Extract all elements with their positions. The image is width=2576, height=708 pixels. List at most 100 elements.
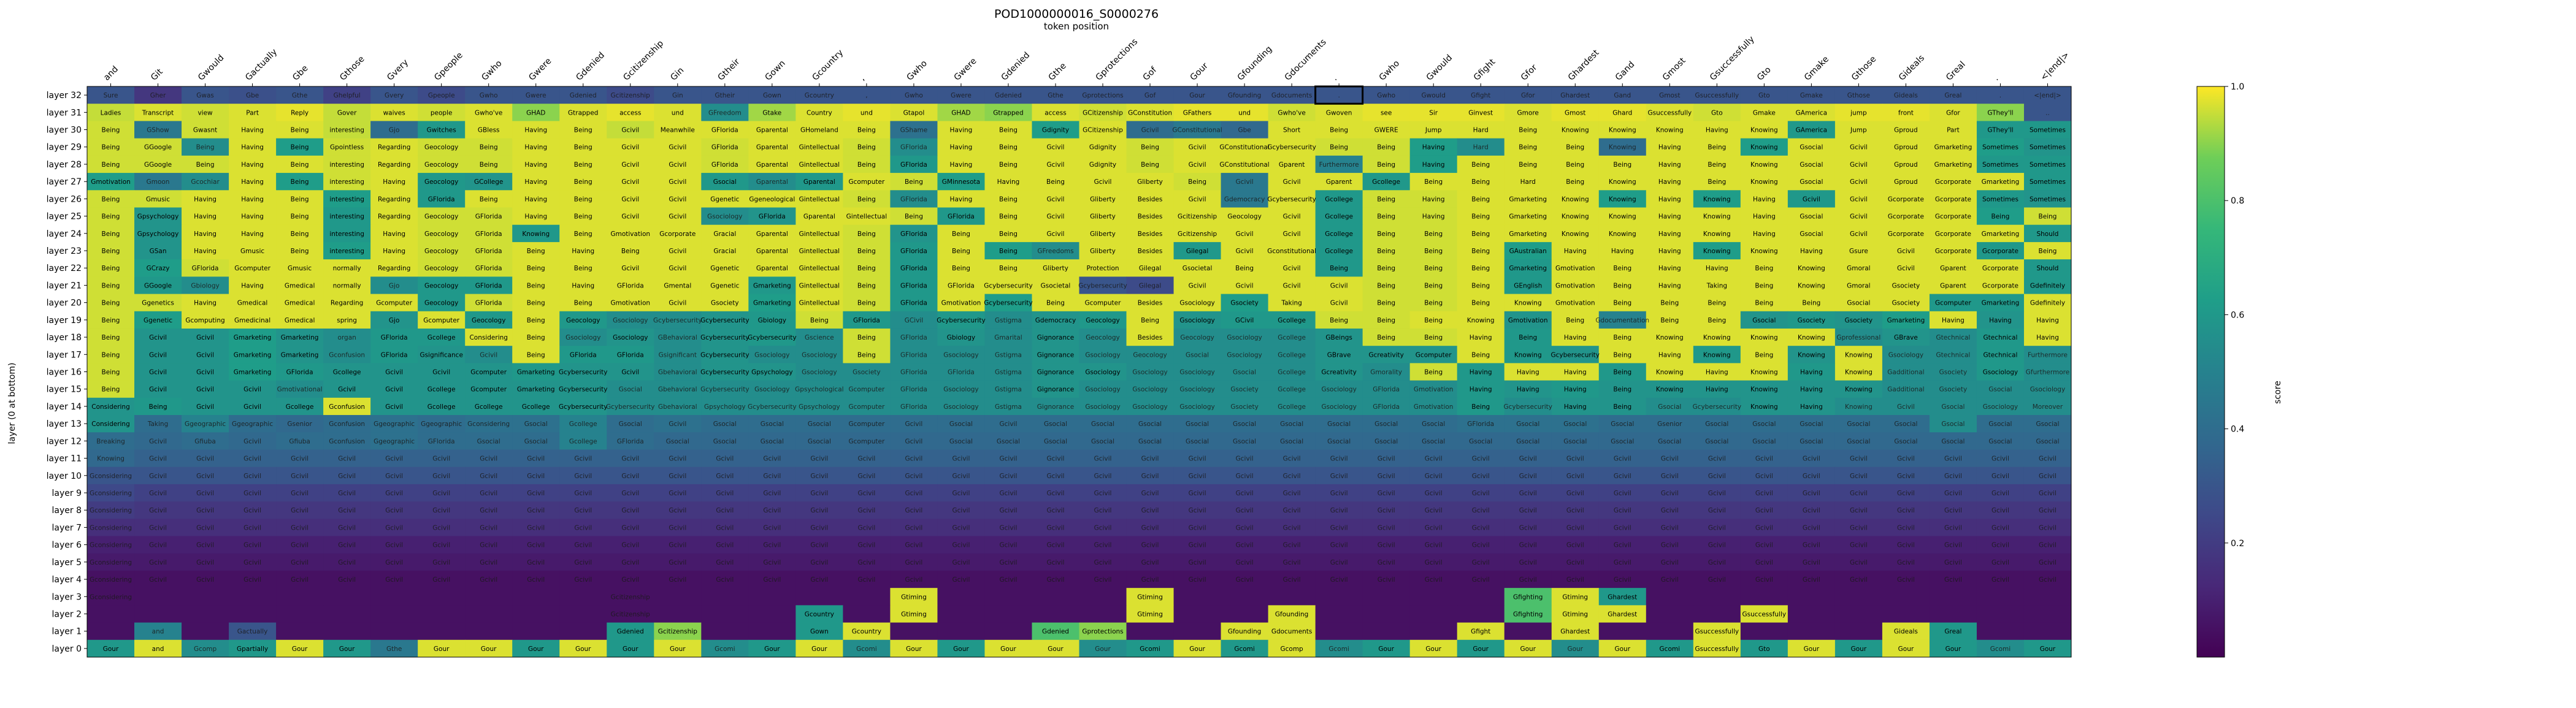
heatmap-cell-label: Gcollege bbox=[1278, 351, 1306, 359]
heatmap-cell-label: Gcivil bbox=[669, 455, 686, 463]
heatmap-cell-label: Ginvest bbox=[1468, 109, 1493, 116]
heatmap-cell bbox=[182, 276, 229, 295]
heatmap-cell-label: Being bbox=[1424, 334, 1443, 341]
heatmap-cell-label: Gcivil bbox=[1425, 473, 1443, 480]
heatmap-cell-label: Gsocial bbox=[2036, 421, 2059, 428]
heatmap-cell bbox=[1834, 138, 1883, 156]
heatmap-cell bbox=[1362, 605, 1411, 623]
heatmap-cell bbox=[795, 121, 843, 139]
heatmap-cell-label: Gcivil bbox=[1472, 542, 1490, 549]
heatmap-cell-label: Gcybersecurity bbox=[700, 334, 749, 341]
heatmap-cell-label: Knowing bbox=[1703, 334, 1731, 341]
heatmap-cell-label: Gcountry bbox=[852, 628, 881, 636]
heatmap-cell bbox=[323, 605, 371, 623]
heatmap-cell bbox=[1504, 104, 1552, 121]
heatmap-cell-label: GFlorida bbox=[475, 213, 502, 221]
heatmap-cell-label: Knowing bbox=[1562, 230, 1589, 238]
heatmap-cell-label: Gsociology bbox=[1085, 351, 1120, 359]
heatmap-cell bbox=[370, 259, 418, 277]
heatmap-cell bbox=[984, 138, 1032, 156]
heatmap-cell bbox=[1315, 588, 1363, 606]
heatmap-cell-label: Knowing bbox=[1514, 300, 1542, 307]
heatmap-cell-label: Gour bbox=[670, 645, 686, 653]
heatmap-cell-label: Gcivil bbox=[196, 490, 214, 497]
heatmap-cell bbox=[2023, 605, 2072, 623]
heatmap-cell bbox=[276, 138, 324, 156]
x-tick-label: Gown bbox=[763, 58, 787, 82]
heatmap-cell-label: Gcivil bbox=[1425, 542, 1443, 549]
heatmap-cell bbox=[701, 155, 749, 173]
heatmap-cell-label: Gcollege bbox=[1278, 334, 1306, 341]
heatmap-cell-label: Gsociology bbox=[943, 351, 978, 359]
heatmap-cell-label: Gcivil bbox=[1141, 576, 1159, 584]
heatmap-cell-label: GFlorida bbox=[948, 213, 975, 221]
heatmap-cell bbox=[984, 104, 1032, 121]
heatmap-cell-label: Having bbox=[1422, 196, 1445, 203]
heatmap-cell-label: Gcivil bbox=[669, 178, 686, 186]
heatmap-cell-label: Gcivil bbox=[243, 438, 261, 445]
heatmap-cell-label: Gsocial bbox=[1705, 438, 1728, 445]
heatmap-cell bbox=[1693, 242, 1741, 260]
heatmap-cell bbox=[323, 190, 371, 208]
heatmap-cell bbox=[795, 311, 843, 329]
heatmap-cell-label: Gadditional bbox=[1887, 386, 1924, 394]
heatmap-cell-label: Gcivil bbox=[1094, 524, 1112, 531]
heatmap-cell-label: Gcivil bbox=[621, 369, 639, 376]
heatmap-cell bbox=[559, 622, 607, 641]
x-tick-label: Gvery bbox=[385, 58, 410, 83]
heatmap-cell-label: Geocology bbox=[1086, 317, 1119, 324]
heatmap-cell-label: jump bbox=[1850, 109, 1867, 116]
heatmap-cell bbox=[701, 242, 749, 260]
heatmap-cell bbox=[1882, 588, 1930, 606]
heatmap-cell-label: Gcivil bbox=[953, 455, 970, 463]
heatmap-cell-label: Gsuccessfully bbox=[1647, 109, 1692, 116]
heatmap-cell-label: Being bbox=[291, 178, 309, 186]
heatmap-cell bbox=[1409, 605, 1458, 623]
heatmap-cell-label: Gsociology bbox=[2030, 386, 2065, 394]
heatmap-cell-label: Geocology bbox=[424, 282, 458, 289]
heatmap-cell bbox=[1929, 605, 1977, 623]
heatmap-cell-label: Gcivil bbox=[1661, 507, 1679, 514]
heatmap-cell-label: Having bbox=[1658, 230, 1681, 238]
heatmap-cell bbox=[1882, 86, 1930, 104]
heatmap-cell-label: Having bbox=[1753, 230, 1776, 238]
heatmap-cell-label: Gsocial bbox=[1752, 421, 1776, 428]
heatmap-cell-label: Gcomi bbox=[1140, 645, 1160, 653]
heatmap-cell-label: Gsociety bbox=[1939, 386, 1968, 394]
heatmap-cell-label: Gpsychology bbox=[137, 213, 179, 221]
heatmap-cell bbox=[134, 311, 182, 329]
heatmap-cell-label: Gcivil bbox=[385, 386, 403, 394]
heatmap-cell bbox=[1362, 190, 1411, 208]
heatmap-cell-label: Gour bbox=[1851, 645, 1867, 653]
heatmap-cell bbox=[1315, 276, 1363, 295]
heatmap-cell bbox=[607, 86, 654, 104]
heatmap-cell bbox=[701, 588, 749, 606]
heatmap-cell-label: Gstigma bbox=[995, 369, 1022, 376]
heatmap-cell-label: Being bbox=[1802, 300, 1820, 307]
heatmap-cell-label: Gcivil bbox=[1897, 559, 1915, 566]
heatmap-cell-label: Gfight bbox=[1471, 628, 1490, 636]
heatmap-cell bbox=[87, 311, 135, 329]
heatmap-cell-label: Besides bbox=[1138, 300, 1163, 307]
heatmap-cell bbox=[1598, 190, 1647, 208]
heatmap-cell-label: Gcivil bbox=[338, 559, 356, 566]
heatmap-cell-label: Gcivil bbox=[1094, 507, 1112, 514]
heatmap-cell-label: Gmarketing bbox=[234, 351, 272, 359]
heatmap-cell-label: Gsociety bbox=[1892, 300, 1920, 307]
heatmap-cell bbox=[937, 224, 985, 243]
heatmap-cell-label: Gcivil bbox=[1236, 490, 1254, 497]
heatmap-cell bbox=[890, 121, 938, 139]
heatmap-cell-label: Gcivil bbox=[857, 542, 875, 549]
heatmap-cell-label: Gcivil bbox=[149, 507, 167, 514]
heatmap-cell-label: Sometimes bbox=[2030, 161, 2066, 169]
heatmap-cell bbox=[1646, 155, 1694, 173]
x-tick-label: Gwould bbox=[1425, 53, 1454, 82]
heatmap-cell-label: Having bbox=[1706, 127, 1728, 134]
heatmap-cell bbox=[1173, 224, 1222, 243]
heatmap-cell-label: Breaking bbox=[96, 438, 125, 445]
heatmap-cell-label: Gsociology bbox=[613, 334, 648, 341]
heatmap-cell-label: GFlorida bbox=[900, 144, 927, 151]
heatmap-cell-label: Gcivil bbox=[1708, 559, 1726, 566]
heatmap-cell-label: Gsociology bbox=[1085, 369, 1120, 376]
heatmap-cell-label: Being bbox=[1471, 230, 1490, 238]
